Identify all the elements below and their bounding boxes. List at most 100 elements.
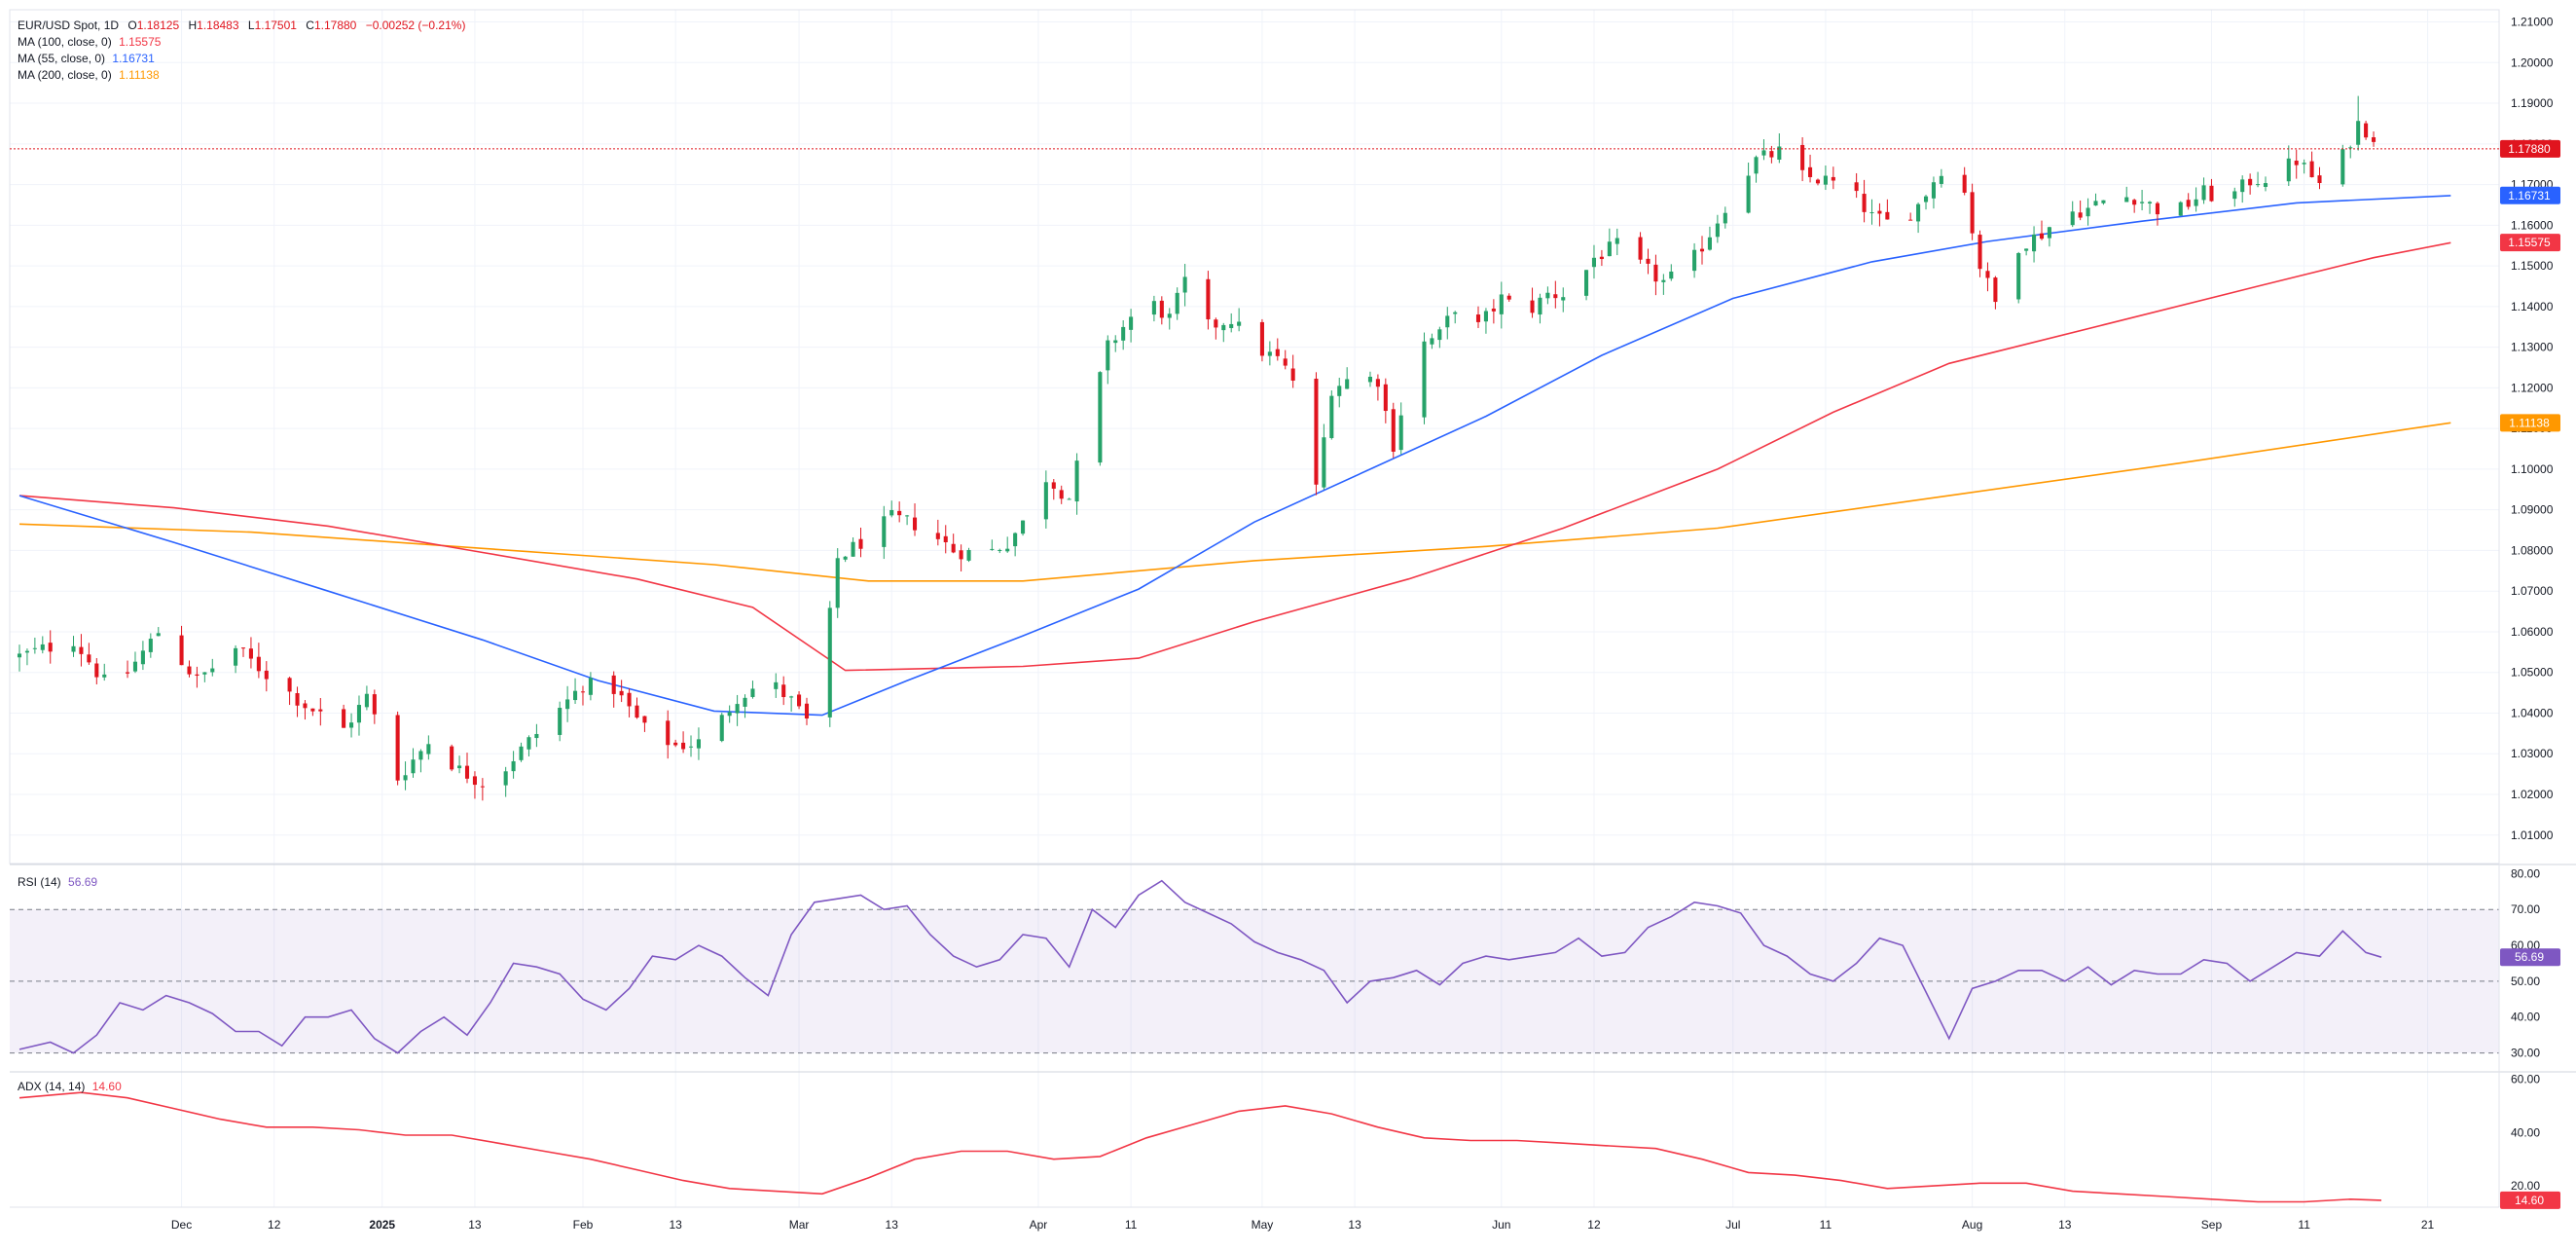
candle — [2194, 187, 2198, 212]
ma200-label: MA (200, close, 0) — [18, 68, 112, 82]
candle — [2263, 176, 2268, 192]
time-tick-label: 21 — [2421, 1218, 2435, 1232]
adx-label: ADX (14, 14) — [18, 1080, 86, 1093]
candle-body — [148, 639, 153, 652]
candle — [411, 748, 416, 778]
candle — [966, 547, 971, 563]
candle — [2209, 178, 2214, 202]
candle — [1538, 293, 1542, 324]
candle — [2101, 200, 2106, 205]
candle-body — [789, 696, 794, 698]
candle — [1237, 308, 1242, 332]
candle-body — [1661, 279, 1666, 282]
time-tick-label: 11 — [1820, 1218, 1832, 1232]
rsi-tick-label: 40.00 — [2511, 1011, 2540, 1024]
candle — [1391, 402, 1396, 459]
candle — [2024, 248, 2029, 256]
candle-body — [1453, 312, 1458, 314]
candle-body — [195, 674, 200, 677]
symbol-name[interactable]: EUR/USD Spot — [18, 18, 98, 32]
adx-legend[interactable]: ADX (14, 14) 14.60 — [18, 1080, 122, 1093]
symbol-legend[interactable]: EUR/USD Spot, 1D O1.18125 H1.18483 L1.17… — [18, 18, 466, 32]
candle-body — [1345, 379, 1350, 389]
candle-body — [240, 647, 246, 649]
candle-body — [2024, 248, 2029, 251]
candle-body — [1669, 271, 1674, 279]
candle — [1345, 367, 1350, 389]
candle — [1692, 242, 1697, 278]
candle-body — [889, 509, 894, 516]
adx-tick-label: 20.00 — [2511, 1179, 2540, 1193]
candle-body — [1113, 340, 1118, 344]
candle-body — [1823, 175, 1828, 185]
candle — [1831, 166, 1835, 190]
candle — [1815, 178, 1821, 186]
candle-body — [1314, 378, 1319, 485]
ma200-line — [18, 422, 2451, 582]
candle — [1329, 390, 1334, 440]
candle — [342, 704, 346, 728]
open-value: 1.18125 — [136, 18, 180, 32]
candle — [2178, 201, 2183, 216]
candle — [40, 636, 45, 654]
candle — [1970, 183, 1975, 240]
adx-tick-label: 40.00 — [2511, 1125, 2540, 1139]
candle — [719, 713, 724, 743]
candle — [1098, 371, 1103, 466]
candle-body — [1561, 297, 1566, 301]
candle — [519, 742, 524, 762]
candle-body — [2178, 202, 2183, 216]
candle-body — [2348, 147, 2353, 149]
candle — [2371, 130, 2376, 147]
candle-body — [1553, 294, 1558, 299]
candle-body — [774, 681, 779, 689]
low-label: L — [247, 18, 255, 32]
candle — [1908, 212, 1913, 221]
candle — [1777, 132, 1782, 164]
candle-body — [1538, 297, 1542, 315]
candle-body — [1761, 150, 1766, 156]
adx-axis[interactable]: 20.00 40.00 60.00 — [2511, 1072, 2540, 1193]
candle-body — [966, 549, 971, 561]
candle-body — [1638, 237, 1643, 260]
candle-body — [1159, 300, 1164, 318]
rsi-legend[interactable]: RSI (14) 56.69 — [18, 875, 97, 889]
candle — [2070, 201, 2075, 228]
candle-body — [1221, 324, 1226, 331]
candle-body — [1877, 210, 1882, 214]
ma200-legend[interactable]: MA (200, close, 0) 1.11138 — [18, 68, 160, 82]
pane-borders — [9, 9, 2576, 1208]
candle — [2140, 189, 2145, 211]
candle-body — [1869, 212, 1874, 214]
candle — [1553, 280, 1558, 309]
candle — [797, 691, 802, 710]
candle-body — [1214, 319, 1218, 328]
candle-body — [187, 666, 192, 675]
candle-body — [666, 720, 671, 746]
candle — [558, 701, 562, 742]
candle — [1121, 320, 1126, 350]
candle-body — [472, 776, 477, 786]
candle — [573, 678, 578, 705]
ma100-legend[interactable]: MA (100, close, 0) 1.15575 — [18, 35, 161, 49]
candle-body — [1290, 368, 1295, 381]
time-axis[interactable]: Dec 12 2025 13 Feb 13 Mar 13 Apr 11 May 13 Jun 12 Jul 1… — [171, 1218, 2435, 1232]
candle-body — [2201, 185, 2206, 201]
time-tick-label: 13 — [468, 1218, 482, 1232]
candle-body — [1506, 295, 1511, 300]
moving-average-lines — [18, 195, 2451, 717]
candle-body — [87, 654, 91, 663]
time-tick-label: 12 — [268, 1218, 281, 1232]
candle-body — [1607, 241, 1612, 257]
candle — [526, 735, 531, 756]
price-tick-label: 1.07000 — [2511, 584, 2554, 598]
candle — [2232, 187, 2237, 207]
candle-body — [125, 672, 130, 674]
candle-body — [1599, 256, 1604, 260]
time-tick-label: 13 — [2058, 1218, 2072, 1232]
candle — [418, 749, 423, 773]
ma55-legend[interactable]: MA (55, close, 0) 1.16731 — [18, 52, 155, 65]
candle — [457, 755, 462, 774]
candle — [851, 536, 855, 557]
